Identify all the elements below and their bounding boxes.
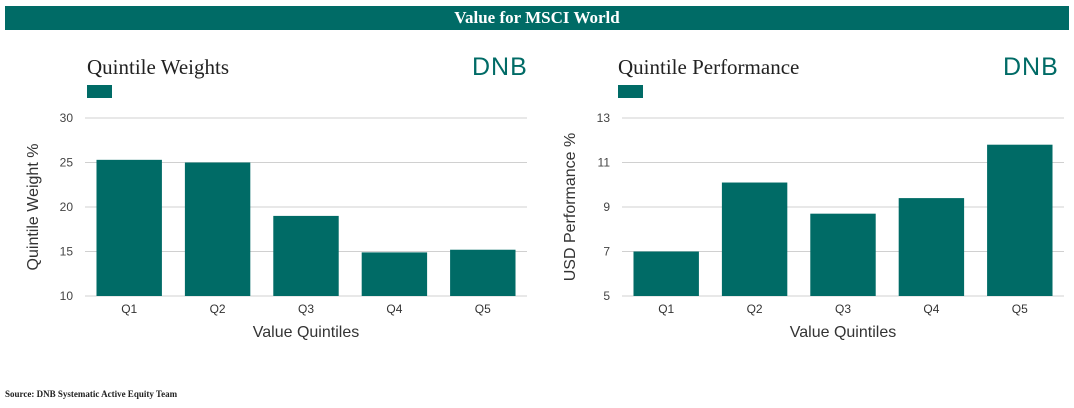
x-tick-label: Q5 xyxy=(1012,302,1028,316)
bar-q5 xyxy=(987,144,1053,296)
y-tick-label: 11 xyxy=(598,156,611,170)
bar-q4 xyxy=(361,252,428,296)
quintile-weights-chart: 10 15 20 25 30 Q1 Q2 Q3 Q4 Q5 Value Quintiles Quint… xyxy=(25,111,527,341)
y-tick-label: 5 xyxy=(603,289,610,303)
x-tick-label: Q1 xyxy=(121,302,137,316)
x-tick-label: Q5 xyxy=(475,302,491,316)
bar-q2 xyxy=(721,182,788,296)
y-axis-label: Quintile Weight % xyxy=(25,144,42,271)
x-tick-label: Q2 xyxy=(747,302,763,316)
legend-swatch xyxy=(618,85,643,98)
y-tick-label: 30 xyxy=(60,111,74,125)
y-tick-label: 25 xyxy=(60,156,74,170)
y-tick-label: 20 xyxy=(60,200,74,214)
quintile-performance-panel: Quintile Performance DNB xyxy=(618,45,1074,355)
quintile-weights-panel: Quintile Weights DNB xyxy=(87,45,587,355)
banner-title: Value for MSCI World xyxy=(5,6,1069,30)
y-tick-label: 7 xyxy=(603,245,610,259)
bar-q4 xyxy=(898,198,965,296)
quintile-performance-chart: 5 7 9 11 13 Q1 Q2 Q3 Q4 Q5 Value Quintiles USD Perf… xyxy=(562,111,1064,341)
chart-title: Quintile Performance xyxy=(618,55,800,79)
chart-title: Quintile Weights xyxy=(87,55,229,79)
x-tick-label: Q2 xyxy=(210,302,226,316)
y-tick-label: 9 xyxy=(603,200,610,214)
x-tick-label: Q1 xyxy=(658,302,674,316)
dnb-logo: DNB xyxy=(1003,53,1059,81)
source-note: Source: DNB Systematic Active Equity Tea… xyxy=(5,389,178,399)
bar-q3 xyxy=(810,213,876,296)
bar-q2 xyxy=(184,162,251,296)
bar-q1 xyxy=(633,251,699,296)
x-tick-label: Q3 xyxy=(835,302,851,316)
x-axis-label: Value Quintiles xyxy=(253,324,359,341)
legend-swatch xyxy=(87,85,112,98)
y-tick-label: 15 xyxy=(60,245,74,259)
x-tick-label: Q4 xyxy=(923,302,939,316)
y-axis-label: USD Performance % xyxy=(562,133,579,282)
dnb-logo: DNB xyxy=(472,53,528,81)
bar-q3 xyxy=(273,215,339,296)
y-tick-label: 13 xyxy=(597,111,611,125)
x-tick-label: Q4 xyxy=(386,302,402,316)
bar-q5 xyxy=(450,249,516,296)
bar-q1 xyxy=(96,159,162,296)
y-tick-label: 10 xyxy=(60,289,74,303)
x-axis-label: Value Quintiles xyxy=(790,324,896,341)
x-tick-label: Q3 xyxy=(298,302,314,316)
